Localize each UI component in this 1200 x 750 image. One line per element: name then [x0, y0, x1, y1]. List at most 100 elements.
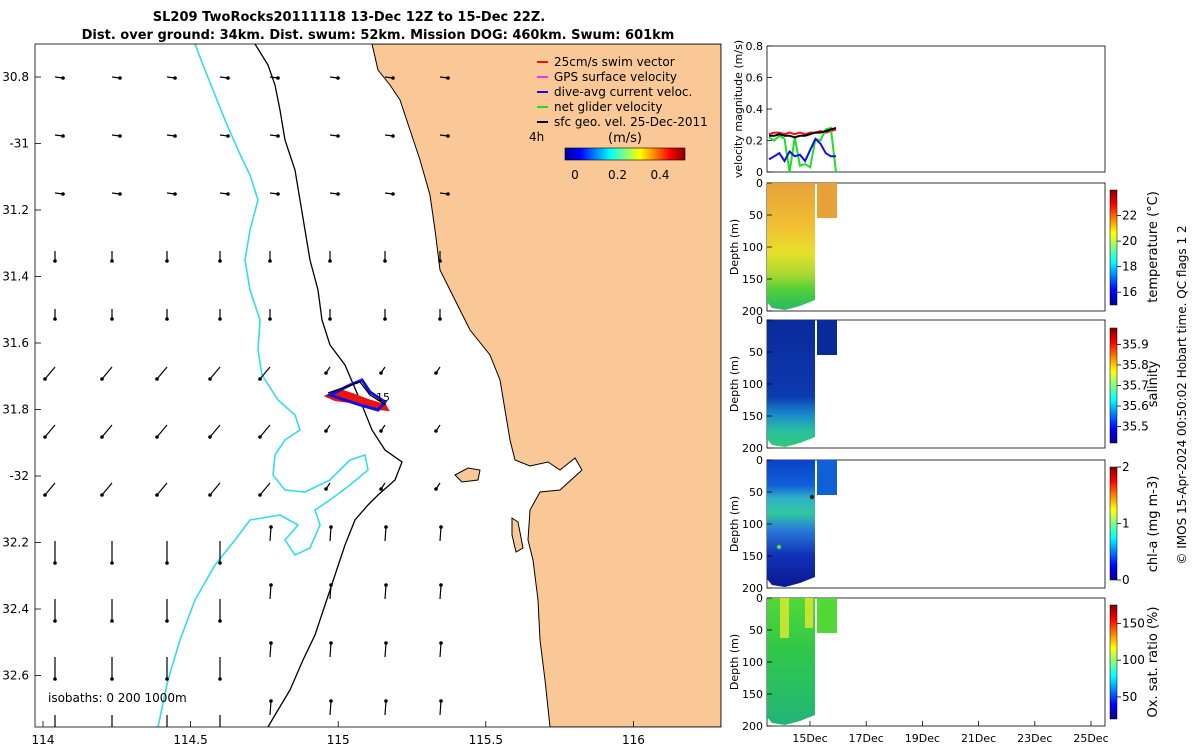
velocity-ytick-label: 0.2: [746, 135, 764, 148]
colorbar-tick-label: 1: [1122, 517, 1130, 531]
velocity-series-line: [768, 137, 836, 163]
island: [454, 467, 481, 483]
isobaths-label: isobaths: 0 200 1000m: [48, 691, 187, 705]
velocity-arrow-head: [439, 525, 443, 529]
colorbar-tick-label: 35.6: [1122, 399, 1149, 413]
velocity-y-axis: 0 0.2 0.4 0.6 0.8: [746, 40, 772, 179]
temperature-colorbar: [1109, 189, 1118, 306]
colorbar-tick-label: 50: [1122, 690, 1137, 704]
velocity-arrow-head: [226, 76, 230, 80]
colorbar-tick-label: 18: [1122, 260, 1137, 274]
legend-entry: dive-avg current veloc.: [554, 85, 692, 99]
velocity-arrow-head: [165, 259, 169, 263]
map-ytick-label: 31.6: [2, 336, 29, 350]
velocity-arrow-head: [218, 259, 222, 263]
velocity-arrow-head: [61, 192, 65, 196]
velocity-arrow: [384, 642, 387, 658]
velocity-arrow-head: [226, 134, 230, 138]
depth-tick-label: 100: [742, 378, 763, 391]
velocity-arrow: [384, 526, 387, 542]
colorbar-tick-label: 35.7: [1122, 379, 1149, 393]
map-xtick-label: 114.5: [173, 733, 207, 747]
salinity-field-late: [817, 320, 837, 355]
velocity-arrow-head: [53, 259, 57, 263]
velocity-arrow-head: [118, 192, 122, 196]
depth-tick-label: 100: [742, 656, 763, 669]
velocity-arrow-head: [226, 192, 230, 196]
velocity-arrow: [384, 700, 387, 716]
map-panel: 15 30.8 -31 31.2 31.4 31.6 31.8 -32 32.2 32.4 32.…: [2, 43, 722, 747]
velocity-arrow-head: [43, 493, 47, 497]
depth-tick-label: 50: [749, 624, 763, 637]
oxygen-field-late: [817, 598, 837, 633]
oxygen-high-band: [805, 598, 813, 628]
velocity-arrow-head: [218, 561, 222, 565]
velocity-arrow-head: [110, 735, 114, 739]
depth-tick-label: 0: [756, 314, 763, 327]
colorbar-tick-label: 150: [1122, 616, 1145, 630]
velocity-arrow-head: [384, 525, 388, 529]
velocity-arrow-head: [218, 317, 222, 321]
speed-colorbar-tick: 0.4: [650, 168, 669, 182]
map-frame: [34, 43, 722, 728]
velocity-arrow-head: [439, 583, 443, 587]
velocity-arrow-head: [110, 259, 114, 263]
date-axis: 15Dec 17Dec 19Dec 21Dec 23Dec 25Dec: [792, 721, 1109, 745]
velocity-arrow-head: [379, 371, 383, 375]
velocity-arrow-head: [165, 561, 169, 565]
velocity-arrow-head: [324, 429, 328, 433]
velocity-arrow-head: [258, 435, 262, 439]
velocity-arrow-head: [383, 317, 387, 321]
velocity-arrow-head: [276, 76, 280, 80]
velocity-arrow: [259, 424, 271, 438]
velocity-arrow-head: [384, 641, 388, 645]
velocity-arrow: [439, 642, 442, 658]
velocity-arrow-head: [155, 377, 159, 381]
map-xtick-label: 115.5: [469, 733, 503, 747]
date-tick-label: 15Dec: [792, 732, 827, 745]
salinity-panel: Depth (m) salinity: [728, 319, 1161, 449]
velocity-arrow-head: [439, 641, 443, 645]
velocity-arrow-head: [336, 76, 340, 80]
velocity-ytick-label: 0.6: [746, 72, 764, 85]
velocity-arrow-head: [155, 435, 159, 439]
date-tick-label: 23Dec: [1017, 732, 1052, 745]
section-axes-ticks: 0501001502001618202205010015020035.535.6…: [742, 177, 1149, 733]
chlorophyll-field-late: [817, 460, 837, 495]
map-y-axis: 30.8 -31 31.2 31.4 31.6 31.8 -32 32.2 32.4 32.6: [2, 70, 41, 683]
velocity-arrow-head: [173, 76, 177, 80]
velocity-arrow: [156, 424, 168, 438]
velocity-arrow-head: [100, 493, 104, 497]
velocity-arrow-head: [110, 317, 114, 321]
map-xtick-label: 114: [32, 733, 55, 747]
velocity-arrow-head: [276, 134, 280, 138]
velocity-arrow-head: [100, 377, 104, 381]
map-xtick-label: 116: [622, 733, 645, 747]
depth-tick-label: 200: [742, 582, 763, 595]
velocity-arrow: [269, 584, 272, 600]
velocity-arrow-head: [218, 619, 222, 623]
velocity-arrow: [156, 482, 168, 496]
temperature-field: [767, 183, 815, 310]
velocity-arrow-head: [218, 735, 222, 739]
velocity-arrow-head: [53, 561, 57, 565]
velocity-ytick-label: 0.8: [746, 40, 764, 53]
chlorophyll-colorbar-label: chl-a (mg m-3): [1146, 476, 1161, 573]
velocity-arrow-head: [208, 493, 212, 497]
depth-tick-label: 0: [756, 177, 763, 190]
salinity-colorbar: [1109, 327, 1118, 444]
velocity-arrow-head: [446, 76, 450, 80]
date-tick-label: 21Dec: [961, 732, 996, 745]
velocity-arrow-head: [391, 76, 395, 80]
temperature-panel: Depth (m) temperature (°C): [728, 182, 1161, 312]
colorbar-tick-label: 16: [1122, 285, 1137, 299]
oxygen-high-band: [780, 598, 789, 638]
map-ytick-label: 31.8: [2, 403, 29, 417]
velocity-arrow: [329, 526, 332, 542]
velocity-arrow-head: [268, 259, 272, 263]
velocity-arrow: [44, 366, 56, 380]
colorbar-tick-label: 0: [1122, 573, 1130, 587]
velocity-arrow-head: [268, 317, 272, 321]
depth-tick-label: 100: [742, 241, 763, 254]
